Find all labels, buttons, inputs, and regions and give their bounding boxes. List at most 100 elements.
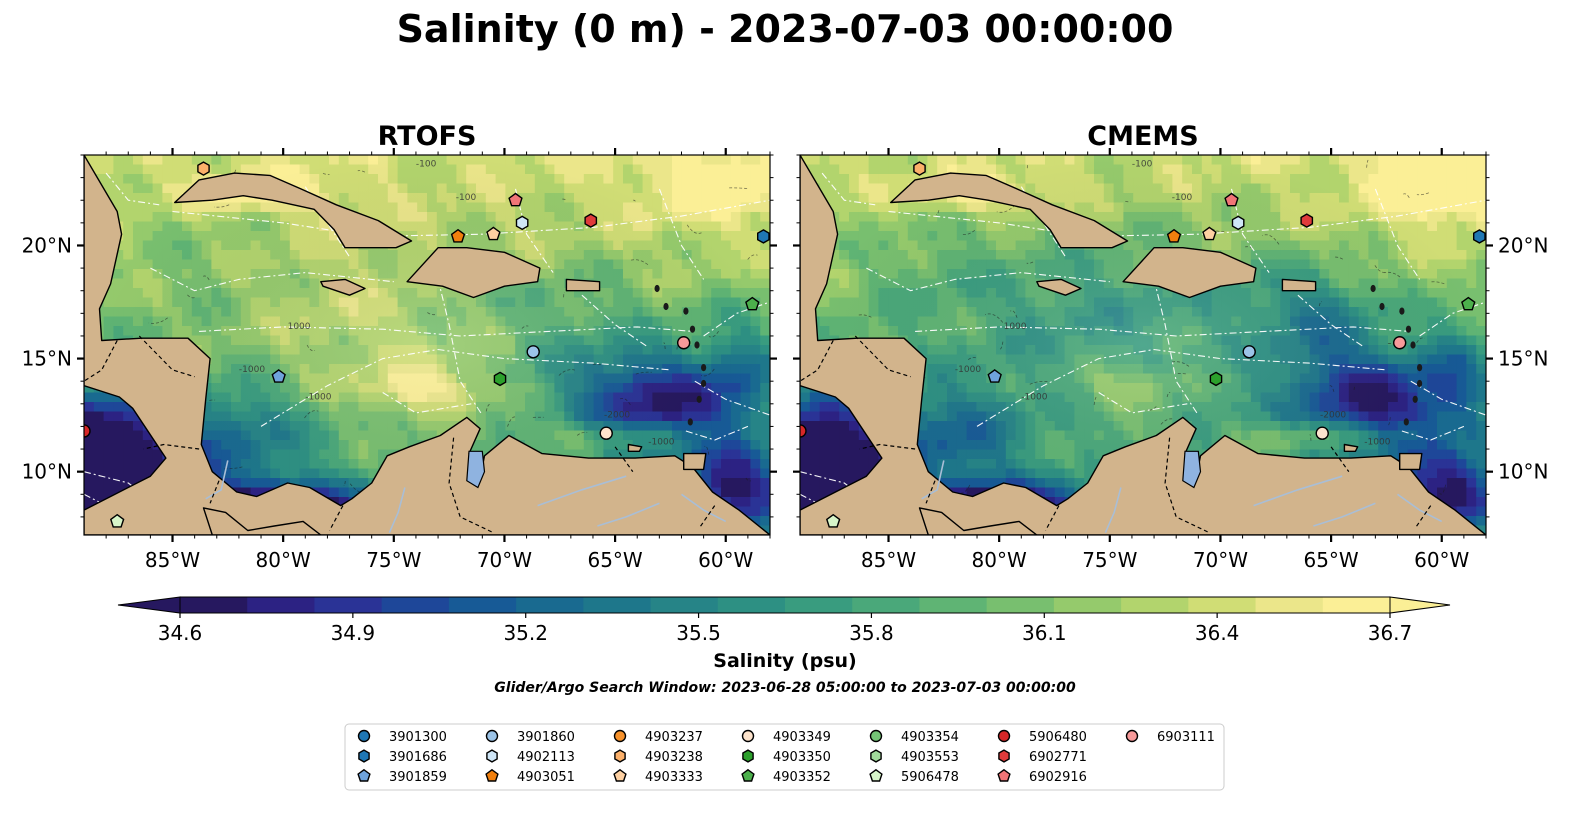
colorbar-segment <box>314 597 382 613</box>
land-trinidad <box>1400 454 1422 470</box>
legend-marker-5906480 <box>999 731 1010 742</box>
float-4902113[interactable] <box>1233 216 1244 229</box>
float-6902771[interactable] <box>585 214 596 227</box>
colorbar-segment <box>987 597 1055 613</box>
island <box>1371 285 1376 292</box>
legend-entry-label: 4902113 <box>517 750 575 765</box>
lon-tick-label: 80°W <box>972 548 1027 572</box>
lon-tick-label: 75°W <box>1082 548 1137 572</box>
colorbar-tick-label: 34.9 <box>331 621 376 645</box>
legend-entry-label: 5906480 <box>1029 730 1087 745</box>
legend-entry-label: 4903238 <box>645 750 703 765</box>
float-4903349[interactable] <box>1316 427 1328 439</box>
colorbar-segment <box>919 597 987 613</box>
legend-entry-label: 4903354 <box>901 730 959 745</box>
float-3901860[interactable] <box>1243 346 1255 358</box>
island <box>701 380 706 387</box>
colorbar-tick-label: 36.4 <box>1195 621 1240 645</box>
contour-label: -100 <box>456 193 477 203</box>
legend-marker-4903238 <box>615 750 625 762</box>
legend-marker-4903237 <box>615 731 626 742</box>
land-puertorico <box>1282 279 1315 290</box>
island <box>663 303 668 310</box>
colorbar-tick-label: 36.7 <box>1368 621 1413 645</box>
legend-marker-4903349 <box>743 731 754 742</box>
contour-label: 1000 <box>288 322 311 332</box>
legend-entry-label: 6903111 <box>1157 730 1215 745</box>
contour-label: -2000 <box>604 410 630 420</box>
float-legend: 3901300390168639018593901860490211349030… <box>345 724 1224 790</box>
colorbar-label: Salinity (psu) <box>713 650 856 672</box>
colorbar-segment <box>852 597 920 613</box>
island <box>1379 303 1384 310</box>
contour-label: -1000 <box>239 365 265 375</box>
legend-entry-label: 3901686 <box>389 750 447 765</box>
colorbar-segment <box>516 597 584 613</box>
island <box>683 308 688 315</box>
lon-tick-label: 85°W <box>861 548 916 572</box>
float-6902771[interactable] <box>1301 214 1312 227</box>
legend-marker-3901300 <box>359 731 370 742</box>
colorbar-segment <box>449 597 517 613</box>
legend-marker-4903553 <box>871 750 881 762</box>
float-3901300[interactable] <box>1474 230 1485 243</box>
colorbar-segment <box>1188 597 1256 613</box>
island <box>1404 418 1409 425</box>
lat-tick-label: 15°N <box>1498 347 1548 371</box>
legend-marker-4903354 <box>871 731 882 742</box>
float-6903111[interactable] <box>1394 337 1406 349</box>
legend-entry-label: 4903352 <box>773 770 831 785</box>
float-6903111[interactable] <box>678 337 690 349</box>
float-3901300[interactable] <box>758 230 769 243</box>
figure-title: Salinity (0 m) - 2023-07-03 00:00:00 <box>397 7 1174 51</box>
colorbar-segment <box>583 597 651 613</box>
island <box>1410 341 1415 348</box>
island <box>694 341 699 348</box>
contour-label: -1000 <box>648 438 674 448</box>
island <box>1417 380 1422 387</box>
contour-label: 1000 <box>1004 322 1027 332</box>
float-4903238[interactable] <box>198 162 209 175</box>
colorbar-tick-label: 36.1 <box>1022 621 1067 645</box>
float-4902113[interactable] <box>517 216 528 229</box>
colorbar-segment <box>247 597 315 613</box>
lat-tick-label: 20°N <box>22 233 72 257</box>
lon-tick-label: 70°W <box>1193 548 1248 572</box>
panel-title: RTOFS <box>378 121 477 152</box>
island <box>697 396 702 403</box>
legend-entry-label: 6902771 <box>1029 750 1087 765</box>
colorbar-tick-label: 35.2 <box>503 621 548 645</box>
lon-tick-label: 70°W <box>477 548 532 572</box>
contour-label: -100 <box>416 159 437 169</box>
island <box>690 326 695 333</box>
legend-entry-label: 4903237 <box>645 730 703 745</box>
legend-marker-6903111 <box>1127 731 1138 742</box>
lat-tick-label: 10°N <box>1498 460 1548 484</box>
legend-marker-4902113 <box>487 750 497 762</box>
land-puertorico <box>566 279 599 290</box>
float-4903238[interactable] <box>914 162 925 175</box>
colorbar-extend-max <box>1390 597 1450 613</box>
float-4903349[interactable] <box>600 427 612 439</box>
colorbar-tick-label: 35.8 <box>849 621 894 645</box>
legend-entry-label: 3901859 <box>389 770 447 785</box>
lon-tick-label: 65°W <box>1303 548 1358 572</box>
search-window-caption: Glider/Argo Search Window: 2023-06-28 05… <box>494 680 1076 696</box>
lon-tick-label: 60°W <box>1414 548 1469 572</box>
float-4903350[interactable] <box>494 372 505 385</box>
colorbar-segment <box>382 597 450 613</box>
legend-entry-label: 6902916 <box>1029 770 1087 785</box>
contour-label: -1000 <box>1364 438 1390 448</box>
colorbar-extend-min <box>118 597 180 613</box>
legend-entry-label: 3901300 <box>389 730 447 745</box>
land-trinidad <box>684 454 706 470</box>
float-4903350[interactable] <box>1210 372 1221 385</box>
island <box>1406 326 1411 333</box>
legend-entry-label: 5906478 <box>901 770 959 785</box>
float-3901860[interactable] <box>527 346 539 358</box>
island <box>701 364 706 371</box>
